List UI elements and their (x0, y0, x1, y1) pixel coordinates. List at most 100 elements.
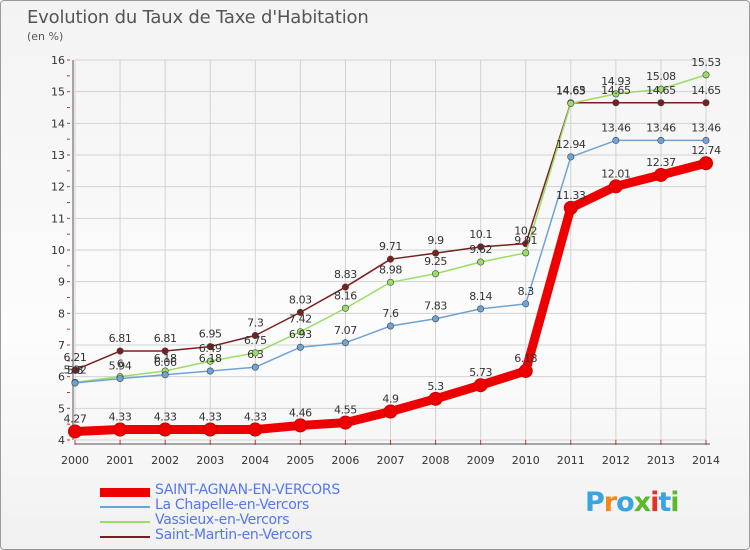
y-tick-label: 6 (58, 371, 65, 384)
legend-swatch (100, 506, 150, 508)
y-tick-label: 15 (51, 86, 65, 99)
legend-label: Vassieux-en-Vercors (155, 512, 290, 528)
data-label: 6.49 (199, 342, 222, 355)
logo-letter: i (650, 487, 659, 518)
data-label: 6 (117, 358, 124, 371)
data-point (383, 404, 398, 419)
y-tick-label: 5 (58, 402, 65, 415)
data-point (522, 300, 530, 308)
data-point (341, 339, 349, 347)
x-tick-label: 2008 (422, 454, 450, 467)
logo-letter: o (616, 487, 635, 518)
data-label: 14.63 (556, 84, 586, 97)
y-tick-label: 7 (58, 339, 65, 352)
data-point (206, 343, 214, 351)
x-tick-label: 2003 (196, 454, 224, 467)
data-label: 14.65 (556, 84, 586, 97)
data-label: 4.46 (289, 406, 312, 419)
data-point (68, 424, 82, 439)
x-tick-label: 2010 (512, 454, 540, 467)
x-tick-label: 2009 (467, 454, 495, 467)
data-label: 6.18 (199, 352, 222, 365)
data-label: 6.18 (514, 352, 537, 365)
data-label: 14.65 (601, 84, 631, 97)
data-label: 5.73 (469, 366, 492, 379)
data-label: 6.93 (289, 328, 312, 341)
data-label: 13.46 (646, 121, 676, 134)
data-point (608, 179, 623, 194)
series-layer (68, 71, 713, 439)
data-point (522, 249, 530, 257)
data-label: 6.81 (154, 332, 177, 345)
data-label: 10.1 (469, 228, 492, 241)
data-point (657, 99, 665, 107)
data-label: 7.3 (247, 317, 264, 330)
data-label: 12.94 (556, 138, 586, 151)
data-label: 15.53 (691, 56, 721, 69)
data-label: 14.93 (601, 75, 631, 88)
data-point (296, 328, 304, 336)
data-point (71, 379, 79, 387)
proxiti-logo: Proxiti (585, 487, 680, 518)
data-point (293, 418, 308, 433)
data-point (612, 99, 620, 107)
x-tick-label: 2005 (286, 454, 314, 467)
data-point (161, 371, 169, 379)
data-label: 4.33 (154, 411, 177, 424)
grid (74, 59, 707, 441)
legend-swatch (100, 536, 150, 538)
data-point (432, 249, 440, 257)
data-point (341, 283, 349, 291)
data-point (518, 363, 533, 378)
y-tick-label: 14 (51, 117, 65, 130)
data-point (341, 304, 349, 312)
data-point (116, 375, 124, 383)
data-label: 8.83 (334, 268, 357, 281)
data-label: 7.07 (334, 324, 357, 337)
data-label: 6.3 (247, 348, 264, 361)
x-tick-label: 2007 (377, 454, 405, 467)
data-label: 8.3 (518, 285, 535, 298)
logo-letter: i (670, 487, 679, 518)
y-tick-label: 4 (58, 434, 65, 447)
data-label: 13.46 (601, 121, 631, 134)
y-tick-label: 16 (51, 54, 65, 67)
unit-label: (en %) (27, 30, 64, 43)
data-point (251, 363, 259, 371)
data-label: 8.14 (469, 290, 492, 303)
data-point (158, 422, 173, 437)
data-label: 11.33 (556, 189, 586, 202)
y-tick-label: 9 (58, 276, 65, 289)
data-label: 5.8 (67, 364, 84, 377)
data-label: 5.82 (64, 363, 87, 376)
data-label: 4.27 (64, 412, 87, 425)
data-point (702, 71, 710, 79)
legend-label: SAINT-AGNAN-EN-VERCORS (155, 482, 340, 498)
data-point (567, 153, 575, 161)
x-tick-label: 2000 (61, 454, 89, 467)
data-point (206, 357, 214, 365)
data-label: 7.42 (289, 313, 312, 326)
chart-title: Evolution du Taux de Taxe d'Habitation (27, 7, 369, 28)
data-label: 9.71 (379, 240, 402, 253)
data-label: 7.83 (424, 300, 447, 313)
data-label: 12.37 (646, 156, 676, 169)
data-label: 5.94 (109, 360, 132, 373)
data-point (296, 308, 304, 316)
data-label: 9.9 (427, 234, 444, 247)
x-tick-label: 2002 (151, 454, 179, 467)
data-label: 13.46 (691, 121, 721, 134)
data-point (657, 136, 665, 144)
data-point (113, 422, 128, 437)
data-label: 4.33 (199, 411, 222, 424)
x-tick-label: 2012 (602, 454, 630, 467)
data-point (296, 343, 304, 351)
data-point (653, 167, 668, 182)
axes: 4 5 6 7 8 9 10 11 12 13 14 15 16 2000 2001 2002 2003 2004… (51, 54, 720, 467)
x-tick-label: 2001 (106, 454, 134, 467)
x-tick-label: 2011 (557, 454, 585, 467)
x-tick-label: 2004 (241, 454, 269, 467)
data-label: 8.16 (334, 289, 357, 302)
data-label: 6.21 (64, 351, 87, 364)
logo-letter: t (658, 487, 671, 518)
